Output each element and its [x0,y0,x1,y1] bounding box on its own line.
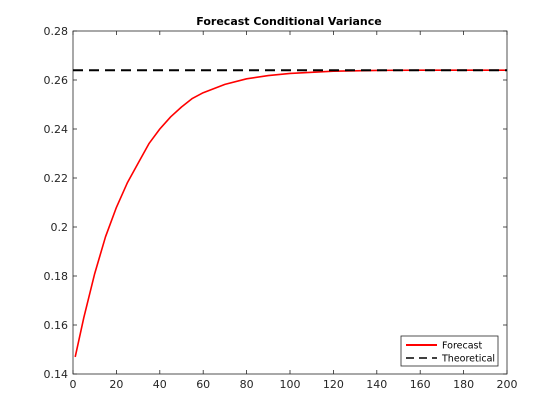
x-tick-label: 80 [240,378,254,391]
x-tick-label: 200 [497,378,518,391]
x-tick-label: 180 [453,378,474,391]
y-tick-label: 0.14 [44,368,69,381]
x-tick-label: 160 [410,378,431,391]
legend-label-forecast: Forecast [442,341,482,352]
x-tick-label: 0 [70,378,77,391]
x-tick-label: 120 [323,378,344,391]
plot-box [72,30,508,375]
y-tick-label: 0.16 [44,319,69,332]
legend-label-theoretical: Theoretical [441,354,495,365]
x-tick-label: 100 [280,378,301,391]
legend: Forecast Theoretical [400,335,499,367]
x-tick-label: 140 [366,378,387,391]
axes: 0 20 40 60 80 100 120 140 160 180 200 0.14 0.16 0.18 0… [44,25,518,391]
y-tick-label: 0.18 [44,270,69,283]
y-tick-label: 0.24 [44,123,69,136]
y-tick-label: 0.28 [44,25,69,38]
x-tick-label: 20 [109,378,123,391]
plot-series [73,69,507,358]
y-tick-label: 0.2 [51,221,69,234]
x-tick-label: 40 [153,378,167,391]
y-tick-label: 0.26 [44,74,69,87]
legend-box [400,335,499,367]
x-tick-label: 60 [196,378,210,391]
y-tick-label: 0.22 [44,172,69,185]
series-line-forecast [74,69,507,358]
chart-title: Forecast Conditional Variance [196,15,381,28]
